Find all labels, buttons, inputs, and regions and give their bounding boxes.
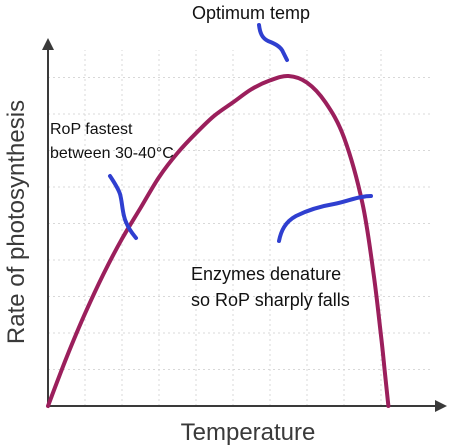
y-axis-arrow (42, 38, 54, 50)
x-axis-arrow (435, 400, 447, 412)
annotation-denature-2: so RoP sharply falls (191, 290, 350, 310)
y-axis-label: Rate of photosynthesis (3, 100, 30, 344)
series-line-rate (46, 73, 391, 408)
annotation-optimum: Optimum temp (192, 3, 310, 23)
pen-mark-fastest (108, 174, 138, 240)
pen-mark-denature (277, 194, 373, 243)
pen-mark-optimum (257, 23, 289, 62)
annotation-denature-1: Enzymes denature (191, 264, 341, 284)
annotation-fastest-2: between 30-40°C (50, 145, 174, 162)
x-axis-label: Temperature (181, 419, 316, 445)
annotation-fastest-1: RoP fastest (50, 121, 133, 138)
grid-lines (48, 50, 430, 406)
